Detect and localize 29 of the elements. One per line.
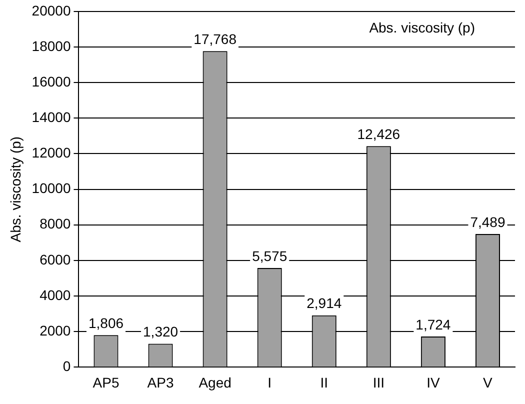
y-tick-label: 6000: [40, 251, 71, 268]
x-tick-label: AP3: [147, 374, 174, 390]
data-label: 1,806: [88, 314, 124, 331]
y-tick-label: 14000: [32, 109, 71, 125]
x-tick-label: III: [372, 374, 384, 390]
text: Abs. viscosity (p): [369, 19, 475, 36]
data-label: 7,489: [470, 214, 506, 230]
data-label: 1,320: [143, 324, 178, 340]
y-tick-label: 0: [62, 358, 71, 374]
x-tick-label: I: [268, 374, 272, 390]
y-tick-label: 16000: [32, 73, 71, 90]
y-tick-label: 8000: [40, 216, 71, 232]
data-label: 2,914: [306, 295, 342, 312]
x-tick-label: IV: [426, 374, 440, 390]
y-tick-label: 12000: [32, 144, 71, 161]
x-tick-label: Aged: [198, 374, 232, 390]
y-tick-label: 2000: [40, 322, 71, 338]
data-label: 12,426: [357, 126, 400, 142]
y-axis-title: Abs. viscosity (p): [7, 136, 24, 242]
x-tick-label: AP5: [92, 374, 120, 390]
y-tick-label: 4000: [40, 286, 71, 303]
y-tick-label: 18000: [32, 38, 71, 54]
data-label: 1,724: [416, 316, 451, 332]
data-label: 5,575: [252, 248, 288, 264]
y-tick-label: 20000: [32, 2, 71, 18]
y-tick-label: 10000: [32, 180, 71, 196]
x-tick-label: II: [320, 374, 328, 390]
x-tick-label: V: [483, 374, 494, 390]
data-label: 17,768: [194, 30, 237, 47]
